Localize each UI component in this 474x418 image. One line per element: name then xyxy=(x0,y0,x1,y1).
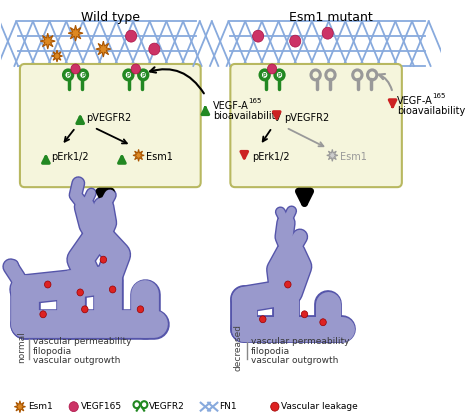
Text: FN1: FN1 xyxy=(219,402,237,411)
Text: pVEGFR2: pVEGFR2 xyxy=(284,112,329,122)
Circle shape xyxy=(131,64,140,74)
FancyBboxPatch shape xyxy=(230,64,402,187)
Circle shape xyxy=(126,30,137,42)
Circle shape xyxy=(267,64,277,74)
Text: p: p xyxy=(81,72,85,77)
Circle shape xyxy=(260,316,266,323)
Circle shape xyxy=(253,30,264,42)
Text: normal: normal xyxy=(17,331,26,363)
Text: bioavailability: bioavailability xyxy=(397,106,465,116)
FancyBboxPatch shape xyxy=(20,64,201,187)
Text: VEGFR2: VEGFR2 xyxy=(149,402,184,411)
Text: filopodia: filopodia xyxy=(251,347,290,356)
Circle shape xyxy=(276,71,283,78)
Text: vascular permeability: vascular permeability xyxy=(33,336,131,346)
Circle shape xyxy=(140,71,146,78)
Polygon shape xyxy=(68,25,83,41)
Text: p: p xyxy=(278,72,281,77)
Polygon shape xyxy=(14,401,26,413)
Text: p: p xyxy=(66,72,70,77)
Text: decreased: decreased xyxy=(233,324,242,371)
Circle shape xyxy=(40,311,46,318)
Circle shape xyxy=(137,306,144,313)
Circle shape xyxy=(77,289,83,296)
Text: Vascular leakage: Vascular leakage xyxy=(282,402,358,411)
Text: p: p xyxy=(263,72,266,77)
Circle shape xyxy=(271,402,279,411)
Polygon shape xyxy=(40,33,55,49)
Text: vascular outgrowth: vascular outgrowth xyxy=(251,357,338,365)
Text: VEGF-A: VEGF-A xyxy=(397,96,433,106)
Circle shape xyxy=(71,64,80,74)
Text: p: p xyxy=(127,72,130,77)
Text: p: p xyxy=(141,72,145,77)
Text: filopodia: filopodia xyxy=(33,347,72,356)
Text: Wild type: Wild type xyxy=(81,11,140,24)
Circle shape xyxy=(322,27,333,39)
Text: VEGF-A: VEGF-A xyxy=(213,101,248,111)
Text: 165: 165 xyxy=(248,98,261,104)
Polygon shape xyxy=(52,50,63,62)
Text: Esm1: Esm1 xyxy=(340,152,366,162)
Text: Esm1: Esm1 xyxy=(146,152,173,162)
Bar xyxy=(230,21,425,66)
Polygon shape xyxy=(96,41,111,57)
Text: pVEGFR2: pVEGFR2 xyxy=(86,112,131,122)
Circle shape xyxy=(149,43,160,55)
Polygon shape xyxy=(327,149,338,161)
Circle shape xyxy=(80,71,86,78)
Text: Esm1 mutant: Esm1 mutant xyxy=(289,11,373,24)
Text: vascular outgrowth: vascular outgrowth xyxy=(33,357,120,365)
Circle shape xyxy=(284,281,291,288)
Circle shape xyxy=(69,402,78,412)
Circle shape xyxy=(109,286,116,293)
Text: pErk1/2: pErk1/2 xyxy=(52,152,89,162)
Circle shape xyxy=(125,71,132,78)
Text: 165: 165 xyxy=(432,93,446,99)
Circle shape xyxy=(65,71,72,78)
Circle shape xyxy=(262,71,268,78)
Text: vascular permeability: vascular permeability xyxy=(251,336,349,346)
Circle shape xyxy=(82,306,88,313)
Circle shape xyxy=(100,256,107,263)
Circle shape xyxy=(45,281,51,288)
Bar xyxy=(18,21,196,66)
Text: bioavailability: bioavailability xyxy=(213,111,281,121)
Circle shape xyxy=(290,35,301,47)
Text: Esm1: Esm1 xyxy=(28,402,53,411)
Text: pErk1/2: pErk1/2 xyxy=(252,152,289,162)
Circle shape xyxy=(301,311,308,318)
Polygon shape xyxy=(133,149,144,161)
Circle shape xyxy=(320,319,326,326)
Text: VEGF165: VEGF165 xyxy=(81,402,122,411)
